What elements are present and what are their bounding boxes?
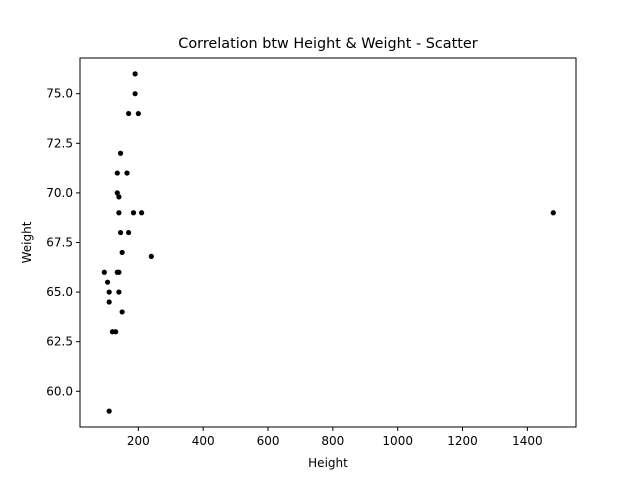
scatter-point bbox=[114, 170, 120, 176]
scatter-point bbox=[124, 170, 130, 176]
scatter-point bbox=[106, 408, 112, 414]
y-tick-label: 65.0 bbox=[46, 285, 73, 299]
scatter-point bbox=[117, 229, 124, 236]
y-tick-label: 62.5 bbox=[46, 335, 73, 349]
scatter-point bbox=[114, 190, 120, 196]
scatter-point bbox=[117, 150, 124, 156]
scatter-point bbox=[113, 329, 119, 335]
chart-title: Correlation btw Height & Weight - Scatte… bbox=[178, 36, 477, 52]
y-tick-label: 67.5 bbox=[46, 236, 73, 250]
scatter-point bbox=[116, 210, 122, 216]
y-tick-label: 72.5 bbox=[46, 136, 73, 150]
scatter-point bbox=[116, 289, 122, 295]
ticks-group: 200 400 600 800 1000 1200 1400 60.0 62.5 65.0 67.5… bbox=[46, 87, 542, 448]
scatter-point bbox=[119, 249, 125, 256]
scatter-point bbox=[132, 91, 138, 97]
scatter-point bbox=[116, 269, 122, 275]
scatter-point bbox=[106, 299, 112, 305]
plot-frame bbox=[79, 57, 577, 428]
x-tick-label: 1000 bbox=[382, 434, 413, 448]
x-tick-label: 1200 bbox=[447, 434, 478, 448]
y-tick-label: 75.0 bbox=[46, 87, 73, 101]
y-tick-label: 70.0 bbox=[46, 186, 73, 200]
points-group bbox=[101, 71, 556, 414]
scatter-point bbox=[135, 110, 141, 117]
y-tick-label: 60.0 bbox=[46, 384, 73, 398]
scatter-point bbox=[148, 253, 154, 259]
scatter-point bbox=[126, 110, 132, 117]
scatter-point bbox=[104, 279, 111, 285]
scatter-point bbox=[126, 229, 132, 236]
scatter-point bbox=[116, 194, 122, 200]
x-tick-label: 400 bbox=[192, 434, 215, 448]
y-axis-title: Weight bbox=[20, 221, 34, 263]
x-tick-label: 600 bbox=[257, 434, 280, 448]
x-axis-title: Height bbox=[308, 456, 348, 470]
scatter-point bbox=[106, 289, 112, 295]
scatter-point bbox=[101, 269, 107, 275]
scatter-point bbox=[119, 309, 125, 315]
x-tick-label: 800 bbox=[321, 434, 344, 448]
x-tick-label: 200 bbox=[127, 434, 150, 448]
scatter-point bbox=[132, 71, 138, 77]
scatter-point bbox=[130, 210, 137, 216]
scatter-point bbox=[550, 210, 556, 216]
scatter-point bbox=[138, 210, 145, 216]
x-tick-label: 1400 bbox=[512, 434, 543, 448]
